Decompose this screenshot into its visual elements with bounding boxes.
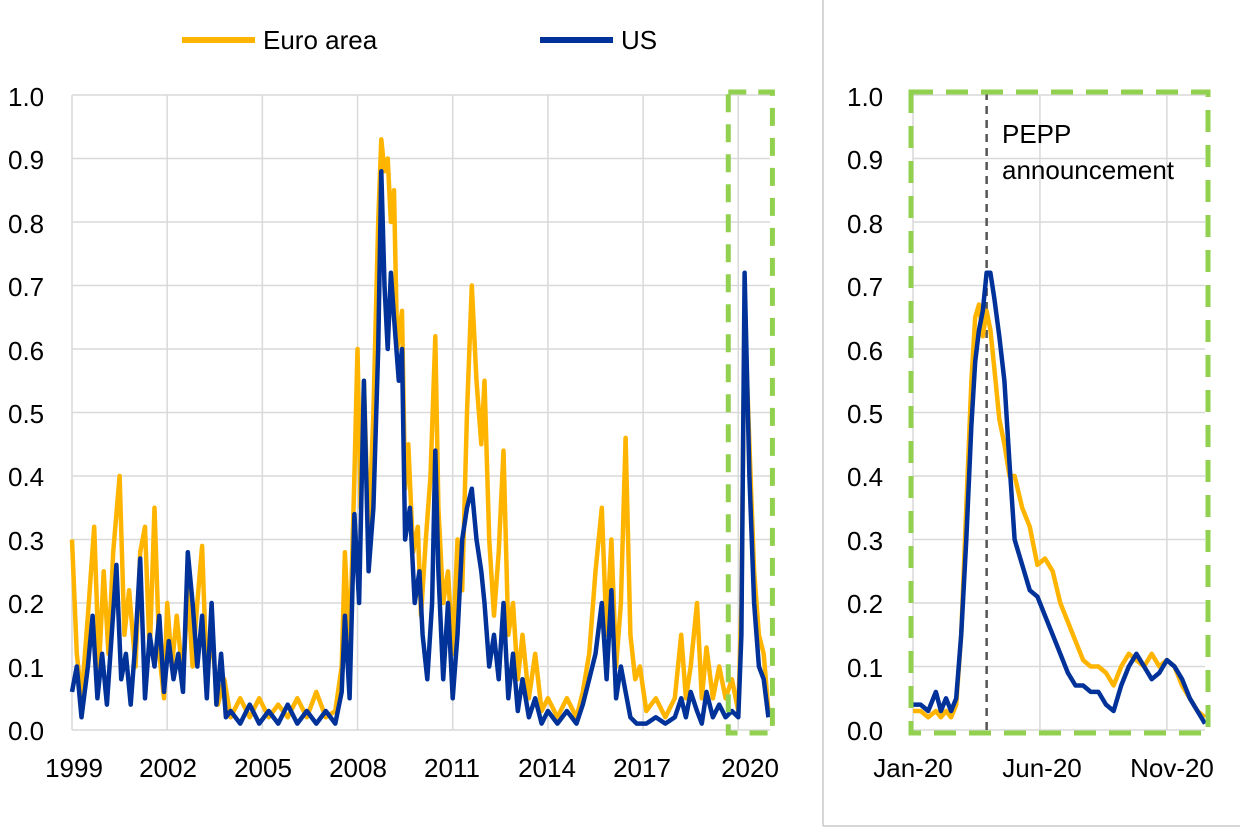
inset-y-tick-1: 0.1 bbox=[847, 653, 883, 683]
inset-series-us-line bbox=[913, 270, 1207, 725]
inset-x-tick-nov-20: Nov-20 bbox=[1130, 753, 1214, 783]
main-y-axis-labels: 0.0 0.1 0.2 0.3 0.4 0.5 0.6 0.7 0.8 0.9 … bbox=[8, 82, 44, 746]
main-grid bbox=[71, 94, 770, 731]
pepp-label-line1: PEPP bbox=[1002, 119, 1071, 149]
main-y-tick-10: 1.0 bbox=[8, 82, 44, 112]
main-x-axis-labels: 1999 2002 2005 2008 2011 2014 2017 2020 bbox=[45, 753, 779, 783]
main-x-tick-2011: 2011 bbox=[424, 753, 480, 783]
main-y-tick-4: 0.4 bbox=[8, 462, 44, 492]
legend-label-euro-area: Euro area bbox=[263, 25, 378, 55]
inset-grid bbox=[912, 94, 1205, 731]
inset-y-tick-8: 0.8 bbox=[847, 209, 883, 239]
main-y-tick-1: 0.1 bbox=[8, 653, 44, 683]
inset-y-tick-9: 0.9 bbox=[847, 145, 883, 175]
main-y-tick-6: 0.6 bbox=[8, 336, 44, 366]
main-y-tick-0: 0.0 bbox=[8, 716, 44, 746]
inset-y-tick-7: 0.7 bbox=[847, 272, 883, 302]
main-x-tick-2014: 2014 bbox=[518, 753, 576, 783]
main-y-tick-3: 0.3 bbox=[8, 526, 44, 556]
inset-x-axis-labels: Jan-20 Jun-20 Nov-20 bbox=[873, 753, 1214, 783]
main-y-tick-7: 0.7 bbox=[8, 272, 44, 302]
inset-y-tick-3: 0.3 bbox=[847, 526, 883, 556]
inset-y-tick-10: 1.0 bbox=[847, 82, 883, 112]
inset-x-tick-jun-20: Jun-20 bbox=[1002, 753, 1082, 783]
main-series-us-line bbox=[69, 168, 771, 726]
main-x-tick-2002: 2002 bbox=[139, 753, 197, 783]
main-y-tick-9: 0.9 bbox=[8, 145, 44, 175]
legend: Euro area US bbox=[182, 25, 657, 55]
inset-y-tick-4: 0.4 bbox=[847, 462, 883, 492]
main-x-tick-1999: 1999 bbox=[45, 753, 103, 783]
pepp-label-line2: announcement bbox=[1002, 155, 1175, 185]
inset-x-tick-jan-20: Jan-20 bbox=[873, 753, 953, 783]
main-y-tick-5: 0.5 bbox=[8, 399, 44, 429]
main-x-tick-2008: 2008 bbox=[329, 753, 387, 783]
legend-label-us: US bbox=[621, 25, 657, 55]
main-x-tick-2005: 2005 bbox=[234, 753, 292, 783]
main-x-tick-2020: 2020 bbox=[721, 753, 779, 783]
inset-y-tick-5: 0.5 bbox=[847, 399, 883, 429]
main-x-tick-2017: 2017 bbox=[613, 753, 671, 783]
main-2020-highlight-box bbox=[725, 89, 775, 736]
main-y-tick-2: 0.2 bbox=[8, 589, 44, 619]
inset-y-tick-0: 0.0 bbox=[847, 716, 883, 746]
inset-y-axis-labels: 0.0 0.1 0.2 0.3 0.4 0.5 0.6 0.7 0.8 0.9 … bbox=[847, 82, 883, 746]
inset-highlight-box bbox=[908, 89, 1211, 736]
inset-y-tick-2: 0.2 bbox=[847, 589, 883, 619]
inset-y-tick-6: 0.6 bbox=[847, 336, 883, 366]
main-y-tick-8: 0.8 bbox=[8, 209, 44, 239]
